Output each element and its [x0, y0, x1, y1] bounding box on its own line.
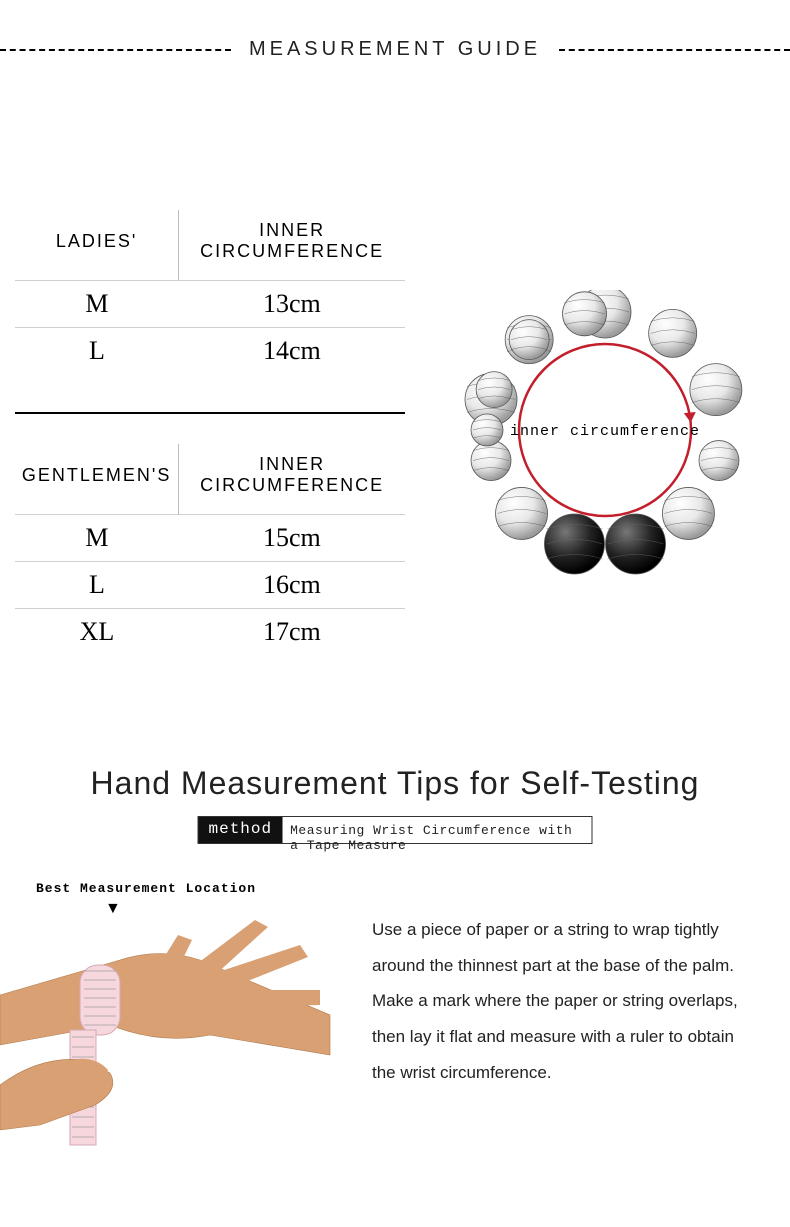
- bracelet-diagram: inner circumference: [455, 290, 755, 590]
- hand-illustration: [0, 905, 340, 1155]
- table-row: L 16cm: [15, 562, 405, 609]
- table-row: M 13cm: [15, 281, 405, 328]
- value-cell: 15cm: [179, 515, 405, 562]
- gentlemen-col-a: GENTLEMEN'S: [15, 444, 179, 515]
- table-separator: [15, 412, 405, 414]
- header-rule: MEASUREMENT GUIDE: [0, 38, 790, 61]
- ladies-col-b: INNER CIRCUMFERENCE: [179, 210, 405, 281]
- dash-left: [0, 49, 231, 51]
- value-cell: 14cm: [179, 328, 405, 375]
- ladies-col-a: LADIES': [15, 210, 179, 281]
- size-cell: XL: [15, 609, 179, 656]
- tips-title: Hand Measurement Tips for Self-Testing: [0, 765, 790, 802]
- table-row: L 14cm: [15, 328, 405, 375]
- size-cell: M: [15, 515, 179, 562]
- table-row: XL 17cm: [15, 609, 405, 656]
- size-cell: L: [15, 562, 179, 609]
- gentlemen-col-b: INNER CIRCUMFERENCE: [179, 444, 405, 515]
- page-title: MEASUREMENT GUIDE: [231, 38, 559, 61]
- value-cell: 16cm: [179, 562, 405, 609]
- method-text: Measuring Wrist Circumference with a Tap…: [282, 817, 591, 843]
- size-tables: LADIES' INNER CIRCUMFERENCE M 13cm L 14c…: [15, 210, 405, 693]
- size-cell: L: [15, 328, 179, 375]
- method-badge: method: [199, 817, 283, 843]
- value-cell: 17cm: [179, 609, 405, 656]
- gentlemen-table: GENTLEMEN'S INNER CIRCUMFERENCE M 15cm L…: [15, 444, 405, 655]
- size-cell: M: [15, 281, 179, 328]
- inner-circumference-label: inner circumference: [510, 423, 700, 440]
- best-location-label: Best Measurement Location: [36, 881, 256, 896]
- instructions-text: Use a piece of paper or a string to wrap…: [372, 912, 752, 1090]
- value-cell: 13cm: [179, 281, 405, 328]
- table-row: M 15cm: [15, 515, 405, 562]
- dash-right: [559, 49, 790, 51]
- method-bar: method Measuring Wrist Circumference wit…: [198, 816, 593, 844]
- hand-svg-icon: [0, 905, 340, 1155]
- ladies-table: LADIES' INNER CIRCUMFERENCE M 13cm L 14c…: [15, 210, 405, 374]
- bracelet-svg-icon: inner circumference: [455, 290, 755, 590]
